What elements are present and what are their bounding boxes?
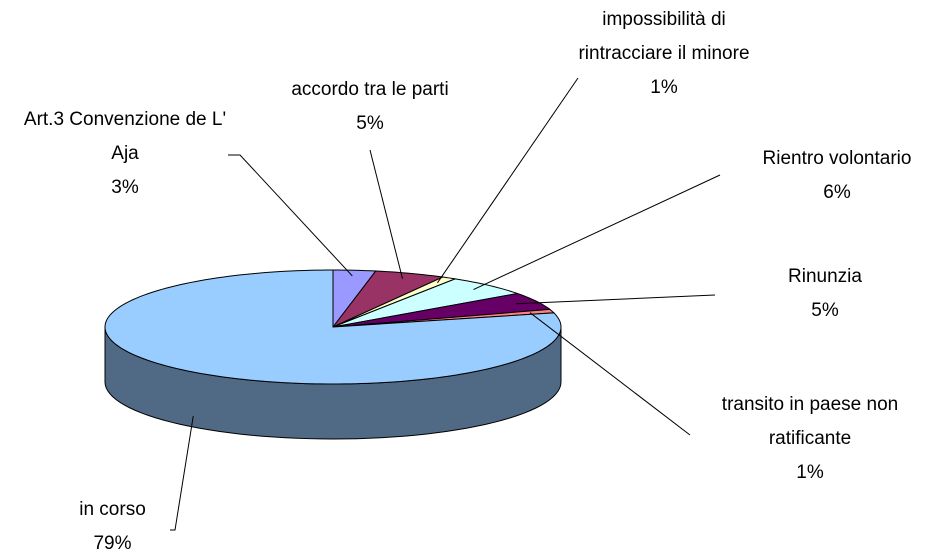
category-name: impossibilità di rintracciare il minore	[578, 9, 750, 64]
leader-line	[228, 154, 353, 277]
category-name: in corso	[79, 499, 146, 520]
slice	[104, 269, 562, 385]
slice-label: in corso 79%	[50, 493, 175, 557]
category-name: Rientro volontario	[762, 148, 912, 169]
leader-line	[529, 312, 691, 436]
leader-line	[369, 149, 403, 279]
slice	[332, 270, 445, 328]
category-name: transito in paese non ratificante	[721, 394, 899, 449]
slice-label: Rientro volontario 6%	[727, 142, 945, 210]
leader-line	[473, 174, 721, 291]
value-label: 3%	[111, 177, 139, 198]
slice-label: transito in paese non ratificante 1%	[700, 388, 920, 490]
leader-line	[437, 77, 579, 284]
category-name: Art.3 Convenzione de L' Aja	[23, 109, 227, 164]
value-label: 6%	[823, 182, 851, 203]
value-label: 79%	[93, 533, 132, 554]
slice-label: Rinunzia 5%	[715, 260, 935, 328]
value-label: 5%	[356, 113, 384, 134]
leader-line	[170, 415, 194, 531]
slice	[332, 292, 552, 328]
slice-label: impossibilità di rintracciare il minore 1…	[575, 3, 753, 105]
slice-label: Art.3 Convenzione de L' Aja 3%	[10, 103, 240, 205]
leader-line	[515, 294, 716, 305]
slice	[332, 278, 518, 328]
category-name: Rinunzia	[788, 266, 862, 287]
value-label: 5%	[811, 300, 839, 321]
slice-label: accordo tra le parti 5%	[250, 73, 490, 141]
value-label: 1%	[796, 462, 824, 483]
category-name: accordo tra le parti	[291, 79, 449, 100]
value-label: 1%	[650, 77, 678, 98]
